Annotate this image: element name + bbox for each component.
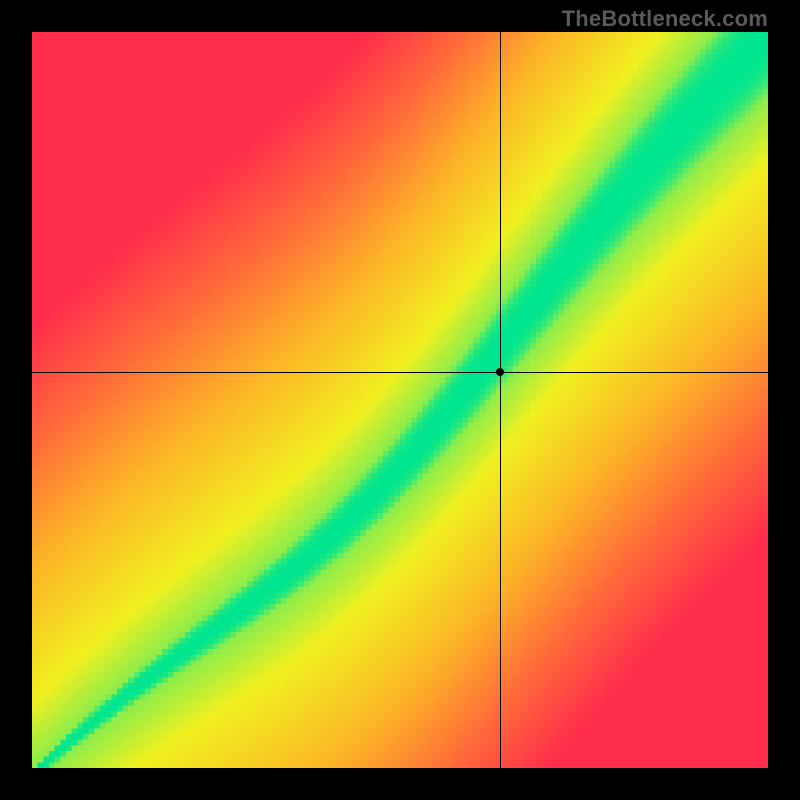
heatmap-canvas [32,32,768,768]
watermark-text: TheBottleneck.com [562,6,768,32]
crosshair-vertical [500,32,501,768]
crosshair-marker [496,368,504,376]
crosshair-horizontal [32,372,768,373]
chart-container: TheBottleneck.com [0,0,800,800]
